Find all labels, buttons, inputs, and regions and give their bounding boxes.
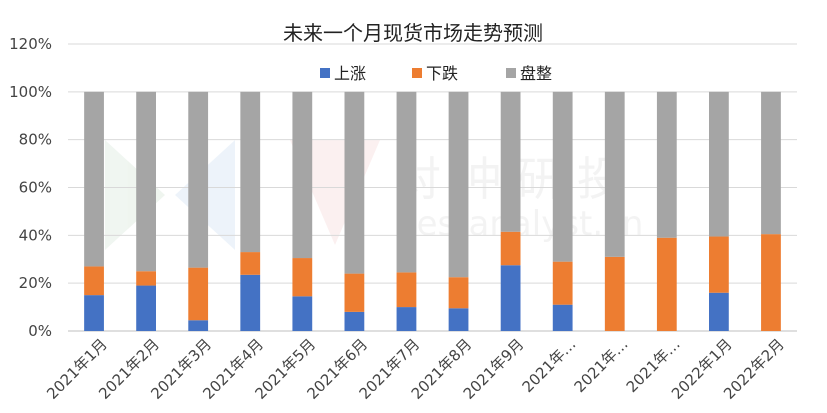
bar-segment [240,274,261,331]
y-tick-label: 100% [9,83,52,101]
legend: 上涨 下跌 盘整 [320,64,552,83]
bar-segment [761,91,781,235]
bar-segment [292,258,313,297]
gridlines [68,43,797,332]
legend-label: 上涨 [334,64,366,83]
bar-segment [188,91,209,268]
bar-segment [552,261,573,305]
bar-segment [656,91,677,238]
legend-swatch [412,68,422,78]
x-tick-label: 2021年… [519,335,580,396]
bar-segment [604,91,625,257]
legend-label: 下跌 [426,64,458,83]
y-tick-label: 20% [19,274,52,292]
bar-segment [448,277,469,309]
bar-segment [136,285,157,331]
bar-segment [292,91,313,259]
y-tick-label: 40% [19,226,52,244]
bar-segment [656,237,677,331]
bar-segment [500,91,521,232]
bar-segment [344,311,365,331]
bar-segment [708,236,729,293]
bar-segment [396,91,417,273]
legend-item: 下跌 [412,64,458,83]
bar-segment [136,91,157,272]
legend-swatch [320,68,330,78]
bar-segment [708,91,729,237]
bar-segment [240,91,261,253]
bar-segment [396,307,417,331]
bar-segment [292,296,313,331]
y-tick-label: 120% [9,35,52,53]
bar-segment [84,295,104,331]
legend-swatch [506,68,516,78]
bar-segment [500,265,521,331]
y-axis: 0% 20% 40% 60% 80% 100% 120% [9,35,52,340]
y-tick-label: 60% [19,179,52,197]
legend-item: 盘整 [506,64,552,83]
bar-segment [240,252,261,275]
bar-segment [552,91,573,262]
chart-title: 未来一个月现货市场走势预测 [283,21,543,45]
x-axis: 2021年1月2021年2月2021年3月2021年4月2021年5月2021年… [43,335,788,403]
bar-segment [552,304,573,331]
legend-label: 盘整 [520,64,552,83]
bar-segment [448,91,469,278]
bar-segment [188,320,209,331]
y-tick-label: 80% [19,131,52,149]
bar-segment [84,266,104,296]
bar-segment [708,292,729,331]
bar-segment [136,271,157,286]
bar-segment [344,91,365,274]
bar-segment [448,308,469,331]
bar-segment [500,231,521,266]
bar-segment [761,234,781,331]
bar-segment [344,273,365,312]
bar-segment [604,256,625,331]
bars [84,91,781,331]
bar-segment [84,91,104,267]
y-tick-label: 0% [28,322,52,340]
bar-segment [188,267,209,321]
legend-item: 上涨 [320,64,366,83]
x-tick-label: 2021年… [571,335,632,396]
bar-segment [396,272,417,308]
